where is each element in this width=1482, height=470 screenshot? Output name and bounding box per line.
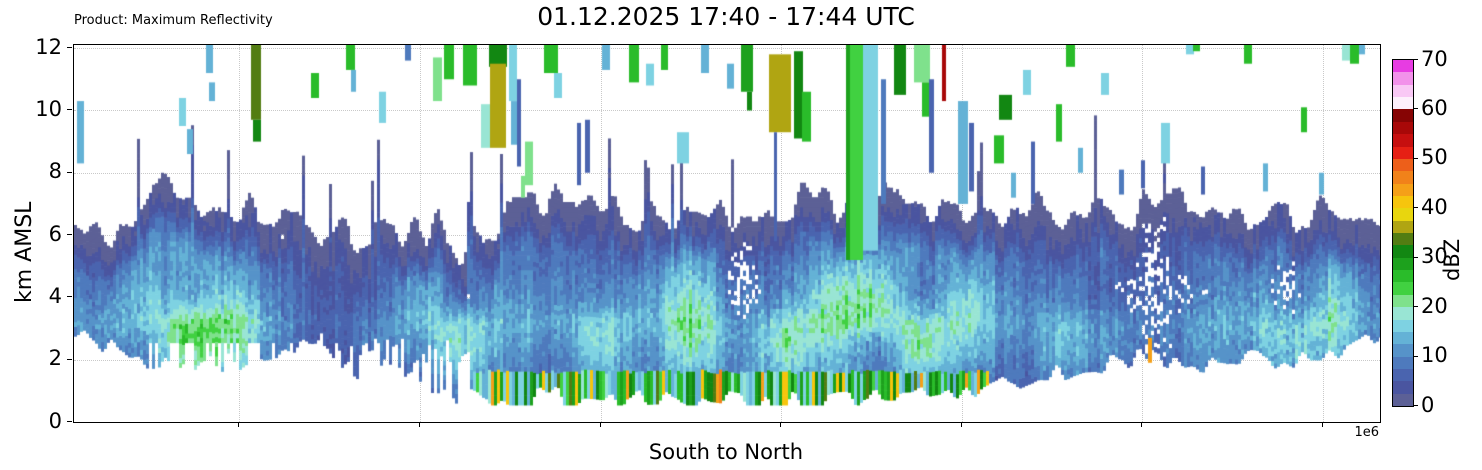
colorbar-segment [1393,97,1413,110]
y-tick-label: 8 [48,159,62,184]
colorbar-segment [1393,381,1413,394]
x-axis-offset: 1e6 [1354,425,1379,440]
colorbar-segment [1393,294,1413,308]
y-tick-label: 6 [48,221,62,246]
y-tick-mark [67,171,72,173]
colorbar-tick-mark [1413,108,1418,110]
colorbar-tick-mark [1413,306,1418,308]
colorbar-segment [1393,282,1413,295]
x-tick-mark [780,422,781,427]
colorbar-segment [1393,356,1413,369]
reflectivity-heatmap [74,45,1380,422]
colorbar-tick-label: 50 [1421,145,1448,170]
colorbar-label: dBZ [1440,238,1464,281]
x-tick-mark [1141,422,1142,427]
y-tick-label: 12 [35,34,62,59]
y-tick-label: 10 [35,96,62,121]
colorbar-segment [1393,344,1413,357]
y-tick-mark [67,234,72,236]
colorbar-segment [1393,220,1413,234]
y-tick-label: 4 [48,283,62,308]
colorbar-segment [1393,307,1413,320]
product-label: Product: Maximum Reflectivity [74,13,273,28]
plot-area [73,44,1381,423]
colorbar-tick-label: 10 [1421,343,1448,368]
colorbar-segment [1393,319,1413,332]
colorbar-tick-label: 40 [1421,194,1448,219]
x-axis-label: South to North [648,440,804,464]
colorbar-tick-label: 70 [1421,46,1448,71]
colorbar-tick-mark [1413,59,1418,60]
colorbar-tick-label: 0 [1421,392,1435,417]
y-tick-mark [67,296,72,298]
colorbar-segment [1393,72,1413,85]
colorbar-segment [1393,134,1413,147]
colorbar-segment [1393,195,1413,209]
colorbar-tick-mark [1413,405,1418,406]
colorbar-segment [1393,257,1413,271]
colorbar-segment [1393,84,1413,98]
y-tick-mark [67,358,72,360]
colorbar-segment [1393,393,1413,407]
x-tick-mark [1322,422,1323,427]
colorbar-tick-label: 60 [1421,95,1448,120]
x-tick-mark [961,422,962,427]
colorbar-tick-mark [1413,355,1418,357]
colorbar-segment [1393,121,1413,135]
colorbar-segment [1393,60,1413,73]
y-tick-mark [67,421,72,422]
y-tick-mark [67,109,72,111]
colorbar-tick-mark [1413,207,1418,209]
colorbar-segment [1393,183,1413,196]
colorbar-segment [1393,233,1413,246]
colorbar-tick-label: 30 [1421,244,1448,269]
colorbar-segment [1393,331,1413,345]
y-tick-mark [67,47,72,49]
y-tick-label: 2 [48,346,62,371]
colorbar-segment [1393,109,1413,122]
x-tick-mark [600,422,601,427]
x-tick-mark [419,422,420,427]
colorbar-segment [1393,270,1413,283]
colorbar-segment [1393,171,1413,184]
colorbar-tick-mark [1413,256,1418,258]
colorbar-tick-mark [1413,157,1418,159]
y-tick-label: 0 [48,408,62,433]
x-tick-mark [238,422,239,427]
colorbar-segment [1393,245,1413,258]
colorbar-tick-label: 20 [1421,293,1448,318]
colorbar-segment [1393,208,1413,221]
colorbar-segment [1393,158,1413,172]
colorbar-segment [1393,368,1413,382]
chart-title: 01.12.2025 17:40 - 17:44 UTC [537,2,915,31]
colorbar [1392,59,1414,407]
colorbar-segment [1393,146,1413,159]
